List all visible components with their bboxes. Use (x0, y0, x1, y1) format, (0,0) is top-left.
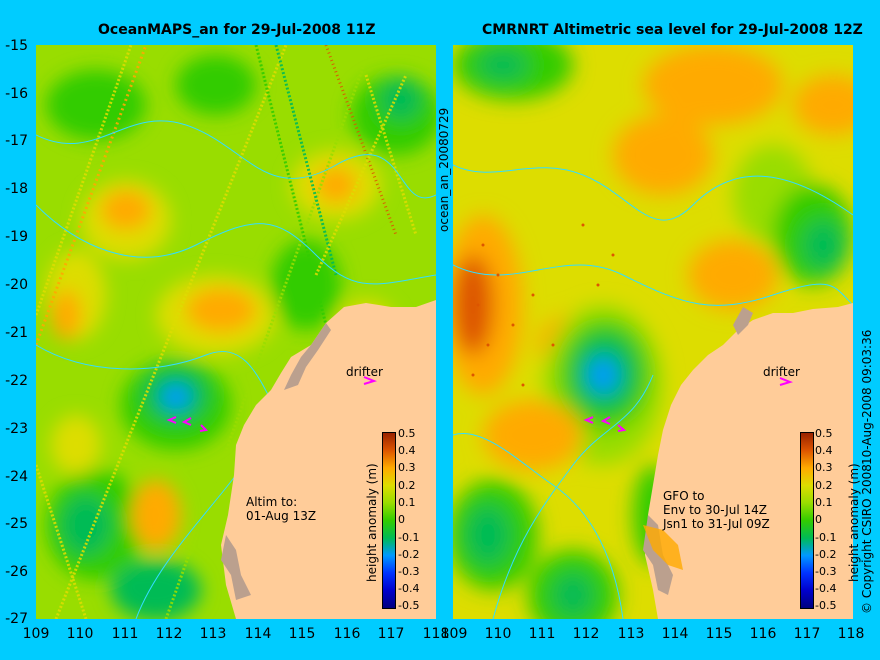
timestamp-label: 10-Aug-2008 09:03:36 (860, 329, 874, 465)
land-shelf (733, 307, 753, 335)
gfo-note-line-3: Jsn1 to 31-Jul 09Z (663, 517, 770, 531)
lat-tick: -16 (5, 86, 28, 102)
lon-tick: 112 (155, 626, 183, 642)
colorbar-tick: -0.1 (815, 531, 837, 544)
lat-tick: -17 (5, 133, 28, 149)
lon-tick: 113 (617, 626, 645, 642)
colorbar-tick: -0.5 (398, 599, 420, 612)
lat-tick: -24 (5, 469, 28, 485)
lon-tick: 114 (244, 626, 272, 642)
lat-tick: -15 (5, 38, 28, 54)
copyright-label: © Copyright CSIRO 2008 (860, 464, 874, 614)
lon-tick: 109 (22, 626, 50, 642)
lon-tick: 111 (528, 626, 556, 642)
colorbar-tick: 0 (815, 513, 822, 526)
lon-tick: 116 (749, 626, 777, 642)
left-panel-title: OceanMAPS_an for 29-Jul-2008 11Z (98, 22, 376, 38)
colorbar-tick: -0.2 (398, 548, 420, 561)
lon-tick: 111 (111, 626, 139, 642)
lon-tick: 112 (572, 626, 600, 642)
lon-tick: 115 (288, 626, 316, 642)
colorbar-tick: -0.3 (398, 565, 420, 578)
lon-tick: 116 (333, 626, 361, 642)
lat-tick: -21 (5, 325, 28, 341)
colorbar-tick: 0.3 (815, 461, 833, 474)
colorbar-tick: -0.4 (815, 582, 837, 595)
colorbar-label: height anomaly (m) (365, 463, 379, 582)
colorbar-tick: -0.5 (815, 599, 837, 612)
colorbar-left-scale (382, 432, 396, 609)
land-shelf (643, 525, 683, 570)
drifter-label: drifter (763, 365, 800, 379)
lat-tick: -23 (5, 421, 28, 437)
lon-tick: 117 (377, 626, 405, 642)
colorbar-tick: -0.1 (398, 531, 420, 544)
gfo-note-line-2: Env to 30-Jul 14Z (663, 503, 768, 517)
lat-tick: -18 (5, 181, 28, 197)
lat-tick: -20 (5, 277, 28, 293)
right-panel-title: CMRNRT Altimetric sea level for 29-Jul-2… (482, 22, 863, 38)
lat-tick: -19 (5, 229, 28, 245)
colorbar-tick: -0.3 (815, 565, 837, 578)
altim-note-line-2: 01-Aug 13Z (246, 509, 317, 523)
colorbar-tick: 0.1 (398, 496, 416, 509)
land-shelf (221, 535, 251, 600)
colorbar-tick: 0.5 (815, 427, 833, 440)
lat-tick: -25 (5, 516, 28, 532)
colorbar-tick: 0.2 (398, 479, 416, 492)
colorbar-tick: 0.5 (398, 427, 416, 440)
lon-tick: 109 (440, 626, 468, 642)
colorbar-tick: 0 (398, 513, 405, 526)
lon-tick: 110 (66, 626, 94, 642)
land-shelf (284, 323, 331, 390)
colorbar-tick: 0.2 (815, 479, 833, 492)
right-map-graphic (453, 45, 853, 619)
lon-tick: 114 (661, 626, 689, 642)
altim-note-line-1: Altim to: (246, 495, 298, 509)
lat-tick: -26 (5, 564, 28, 580)
drifter-label: drifter (346, 365, 383, 379)
colorbar-tick: 0.3 (398, 461, 416, 474)
lon-tick: 118 (422, 626, 450, 642)
left-map-graphic (36, 45, 436, 619)
lon-tick: 115 (705, 626, 733, 642)
colorbar-tick: -0.4 (398, 582, 420, 595)
lon-tick: 113 (199, 626, 227, 642)
right-map-panel: drifter GFO to Env to 30-Jul 14Z Jsn1 to… (453, 45, 853, 619)
colorbar-tick: 0.4 (815, 444, 833, 457)
gfo-note-line-1: GFO to (663, 489, 705, 503)
lon-tick: 110 (484, 626, 512, 642)
lat-tick: -22 (5, 373, 28, 389)
lat-tick: -27 (5, 611, 28, 627)
colorbar-tick: -0.2 (815, 548, 837, 561)
colorbar-label: height anomaly (m) (847, 463, 861, 582)
colorbar-right-scale (800, 432, 814, 609)
colorbar-tick: 0.1 (815, 496, 833, 509)
lon-tick: 117 (793, 626, 821, 642)
left-map-panel: drifter Altim to: 01-Aug 13Z (36, 45, 436, 619)
middle-run-label: ocean_an_20080729 (437, 107, 451, 232)
colorbar-tick: 0.4 (398, 444, 416, 457)
lon-tick: 118 (837, 626, 865, 642)
